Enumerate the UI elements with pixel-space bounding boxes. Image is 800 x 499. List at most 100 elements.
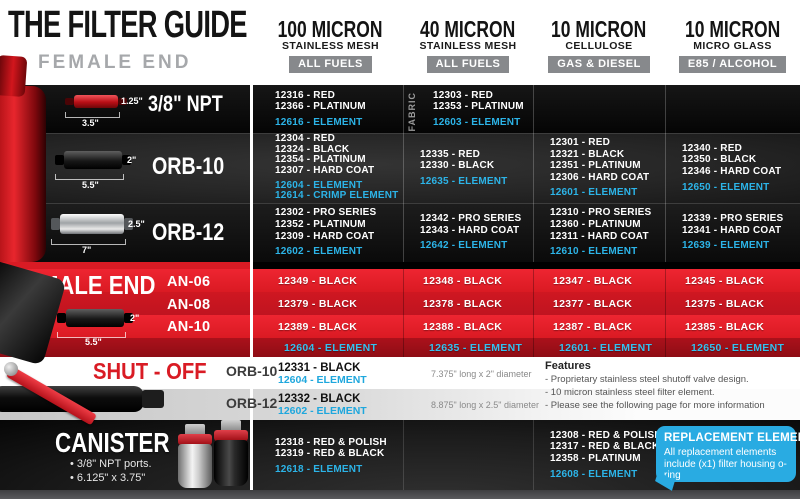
element-part-number: 12601 - ELEMENT	[550, 187, 638, 199]
orb10-filter-image	[55, 151, 131, 169]
part-number: 12308 - RED & POLISH	[550, 429, 662, 441]
shutoff-section-label: SHUT - OFF	[93, 358, 207, 384]
row-label-shutoff-orb12: ORB-12	[226, 395, 278, 411]
cell-an08-10cel: 12377 - BLACK	[553, 297, 633, 310]
column-divider	[665, 85, 666, 262]
part-number: 12352 - PLATINUM	[275, 218, 366, 230]
orb10-length-bracket	[55, 174, 124, 180]
row-band-npt	[0, 85, 800, 133]
male-band-top-strip	[251, 262, 800, 269]
element-part-number: 12614 - CRIMP ELEMENT	[275, 190, 399, 202]
column-header-10-micron-micro-glass: 10 MICRON MICRO GLASS E85 / ALCOHOL	[665, 18, 800, 82]
cell-male-element-100: 12604 - ELEMENT	[284, 341, 378, 354]
npt-length-bracket	[65, 112, 120, 118]
orb12-length-dim: 7"	[82, 245, 92, 255]
part-number: 12311 - HARD COAT	[550, 230, 649, 242]
male-row-an06-stripe	[0, 269, 800, 292]
element-part-number: 12650 - ELEMENT	[682, 181, 770, 193]
cell-an10-10mg: 12385 - BLACK	[685, 320, 765, 333]
element-part-number: 12639 - ELEMENT	[682, 240, 770, 252]
part-number: 12331 - BLACK	[278, 361, 361, 374]
row-label-an06: AN-06	[167, 274, 211, 290]
canister-spec-bullet: • 6.125" x 3.75"	[70, 471, 146, 484]
cell-an06-100: 12349 - BLACK	[278, 274, 358, 287]
male-row-an08-stripe	[0, 292, 800, 315]
element-part-number: 12642 - ELEMENT	[420, 240, 508, 252]
feature-item: - Proprietary stainless steel shutoff va…	[545, 374, 749, 385]
cell-an10-10cel: 12387 - BLACK	[553, 320, 633, 333]
cell-an08-10mg: 12375 - BLACK	[685, 297, 765, 310]
column-divider	[403, 269, 404, 357]
row-separator	[0, 133, 800, 134]
row-label-shutoff-orb10: ORB-10	[226, 363, 278, 379]
shutoff-orb12-size-note: 8.875" long x 2.5" diameter	[431, 400, 539, 410]
part-number: 12360 - PLATINUM	[550, 218, 641, 230]
table-left-divider	[250, 85, 253, 490]
cell-shutoff-orb12: 12332 - BLACK 12602 - ELEMENT	[262, 390, 403, 420]
red-filter-photo-top	[0, 55, 28, 97]
shutoff-lever-pivot	[4, 362, 18, 376]
row-separator	[0, 203, 800, 204]
column-media-label: STAINLESS MESH	[282, 40, 379, 52]
orb10-length-dim: 5.5"	[82, 180, 99, 190]
fuel-badge: E85 / ALCOHOL	[678, 56, 787, 73]
cell-male-element-10mg: 12650 - ELEMENT	[691, 341, 785, 354]
element-part-number: 12618 - ELEMENT	[275, 463, 363, 475]
part-number: 12340 - RED	[682, 142, 743, 154]
element-part-number: 12635 - ELEMENT	[420, 175, 508, 187]
cell-npt-40: 12303 - RED 12353 - PLATINUM 12603 - ELEM…	[407, 85, 533, 133]
column-divider	[533, 269, 534, 357]
shutoff-orb10-size-note: 7.375" long x 2" diameter	[431, 368, 532, 379]
cell-male-element-40: 12635 - ELEMENT	[429, 341, 523, 354]
column-media-label: STAINLESS MESH	[419, 40, 517, 52]
part-number: 12316 - RED	[275, 89, 336, 101]
element-part-number: 12602 - ELEMENT	[278, 405, 367, 417]
cell-an10-100: 12389 - BLACK	[278, 320, 358, 333]
male-element-row-stripe	[0, 338, 800, 357]
cell-shutoff-orb10: 12331 - BLACK 12604 - ELEMENT	[262, 358, 403, 389]
part-number: 12303 - RED	[433, 89, 494, 101]
npt-length-dim: 3.5"	[82, 118, 99, 128]
orb12-height-dim: 2.5"	[128, 219, 145, 229]
cell-orb10-40: 12335 - RED 12330 - BLACK 12635 - ELEMENT	[407, 133, 533, 203]
shutoff-features: Features - Proprietary stainless steel s…	[545, 360, 795, 412]
cell-orb12-40: 12342 - PRO SERIES 12343 - HARD COAT 1264…	[407, 203, 533, 262]
canister-black-photo	[214, 440, 248, 486]
cell-npt-100: 12316 - RED 12366 - PLATINUM 12616 - ELEM…	[262, 85, 402, 133]
part-number: 12324 - BLACK	[275, 143, 350, 155]
orb12-filter-image	[51, 214, 133, 234]
part-number: 12309 - HARD COAT	[275, 230, 375, 242]
canister-specs: • 3/8" NPT ports. • 6.125" x 3.75"	[70, 458, 152, 485]
part-number: 12321 - BLACK	[550, 148, 625, 160]
column-media-label: CELLULOSE	[565, 40, 633, 52]
part-number: 12317 - RED & BLACK	[550, 441, 660, 453]
features-title: Features	[545, 360, 591, 372]
cell-an06-40: 12348 - BLACK	[423, 274, 503, 287]
column-micron-label: 10 MICRON	[551, 16, 647, 42]
cell-orb10-10cel: 12301 - RED 12321 - BLACK 12351 - PLATINUM…	[537, 133, 665, 203]
fuel-badge: ALL FUELS	[426, 56, 510, 73]
part-number: 12310 - PRO SERIES	[550, 207, 652, 219]
male-filter-image	[57, 309, 133, 327]
orb10-height-dim: 2"	[127, 155, 137, 165]
column-micron-label: 40 MICRON	[420, 16, 516, 42]
row-label-orb10: ORB-10	[152, 153, 225, 180]
cell-orb10-100: 12304 - RED 12324 - BLACK 12354 - PLATINUM…	[262, 133, 402, 203]
canister-bracket	[185, 424, 205, 435]
callout-body: All replacement elements include (x1) fi…	[664, 447, 787, 481]
canister-spec-bullet: • 3/8" NPT ports.	[70, 458, 152, 470]
row-label-orb12: ORB-12	[152, 219, 225, 246]
orb12-length-bracket	[51, 239, 126, 245]
column-header-100-micron: 100 MICRON STAINLESS MESH ALL FUELS	[258, 18, 403, 82]
male-length-dim: 5.5"	[85, 337, 102, 347]
part-number: 12343 - HARD COAT	[420, 224, 520, 236]
male-length-bracket	[57, 332, 126, 338]
column-header-40-micron: 40 MICRON STAINLESS MESH ALL FUELS	[403, 18, 533, 82]
part-number: 12342 - PRO SERIES	[420, 213, 522, 225]
bottom-bar	[0, 490, 800, 499]
column-media-label: MICRO GLASS	[693, 40, 772, 52]
cell-an10-40: 12388 - BLACK	[423, 320, 503, 333]
npt-height-dim: 1.25"	[121, 96, 143, 106]
part-number: 12351 - PLATINUM	[550, 160, 641, 172]
feature-item: - Please see the following page for more…	[545, 400, 765, 411]
